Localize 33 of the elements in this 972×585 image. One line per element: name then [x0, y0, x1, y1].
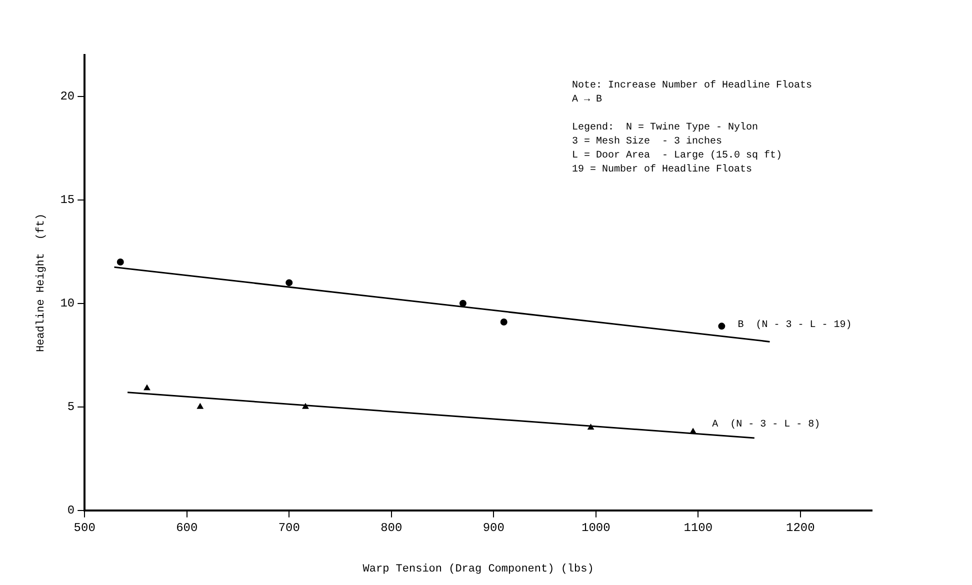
x-tick-label: 1100 [684, 520, 713, 535]
x-tick-label: 600 [176, 520, 198, 535]
y-tick-label: 10 [60, 296, 75, 311]
point [144, 384, 150, 390]
annotation: Note: Increase Number of Headline Floats [572, 80, 812, 92]
x-tick-label: 1000 [581, 520, 610, 535]
x-tick-label: 700 [278, 520, 300, 535]
annotation: 3 = Mesh Size - 3 inches [572, 136, 722, 148]
y-tick-label: 0 [67, 504, 75, 518]
point [116, 258, 124, 266]
x-tick-label: 1200 [786, 520, 815, 535]
point [197, 403, 204, 409]
point [500, 318, 508, 326]
annotation: A → B [572, 94, 602, 106]
annotation: Legend: N = Twine Type - Nylon [572, 122, 758, 134]
point [302, 403, 309, 409]
point [459, 300, 466, 307]
y-tick-label: 20 [60, 90, 75, 104]
point [286, 279, 293, 286]
annotation: 19 = Number of Headline Floats [572, 164, 752, 176]
point [718, 322, 726, 330]
point [690, 428, 696, 434]
x-tick-label: 800 [380, 520, 402, 535]
point [588, 424, 594, 430]
x-tick-label: 900 [482, 520, 504, 535]
y-tick-label: 5 [67, 400, 75, 414]
annotation: L = Door Area - Large (15.0 sq ft) [572, 150, 782, 162]
annotation: A (N - 3 - L - 8) [712, 418, 820, 430]
annotation: B (N - 3 - L - 19) [738, 319, 852, 332]
x-tick-label: 500 [74, 520, 96, 535]
y-tick-label: 15 [60, 193, 75, 208]
x-axis-title: Warp Tension (Drag Component) (lbs) [362, 563, 594, 576]
y-axis-title: Headline Height (ft) [36, 213, 48, 352]
